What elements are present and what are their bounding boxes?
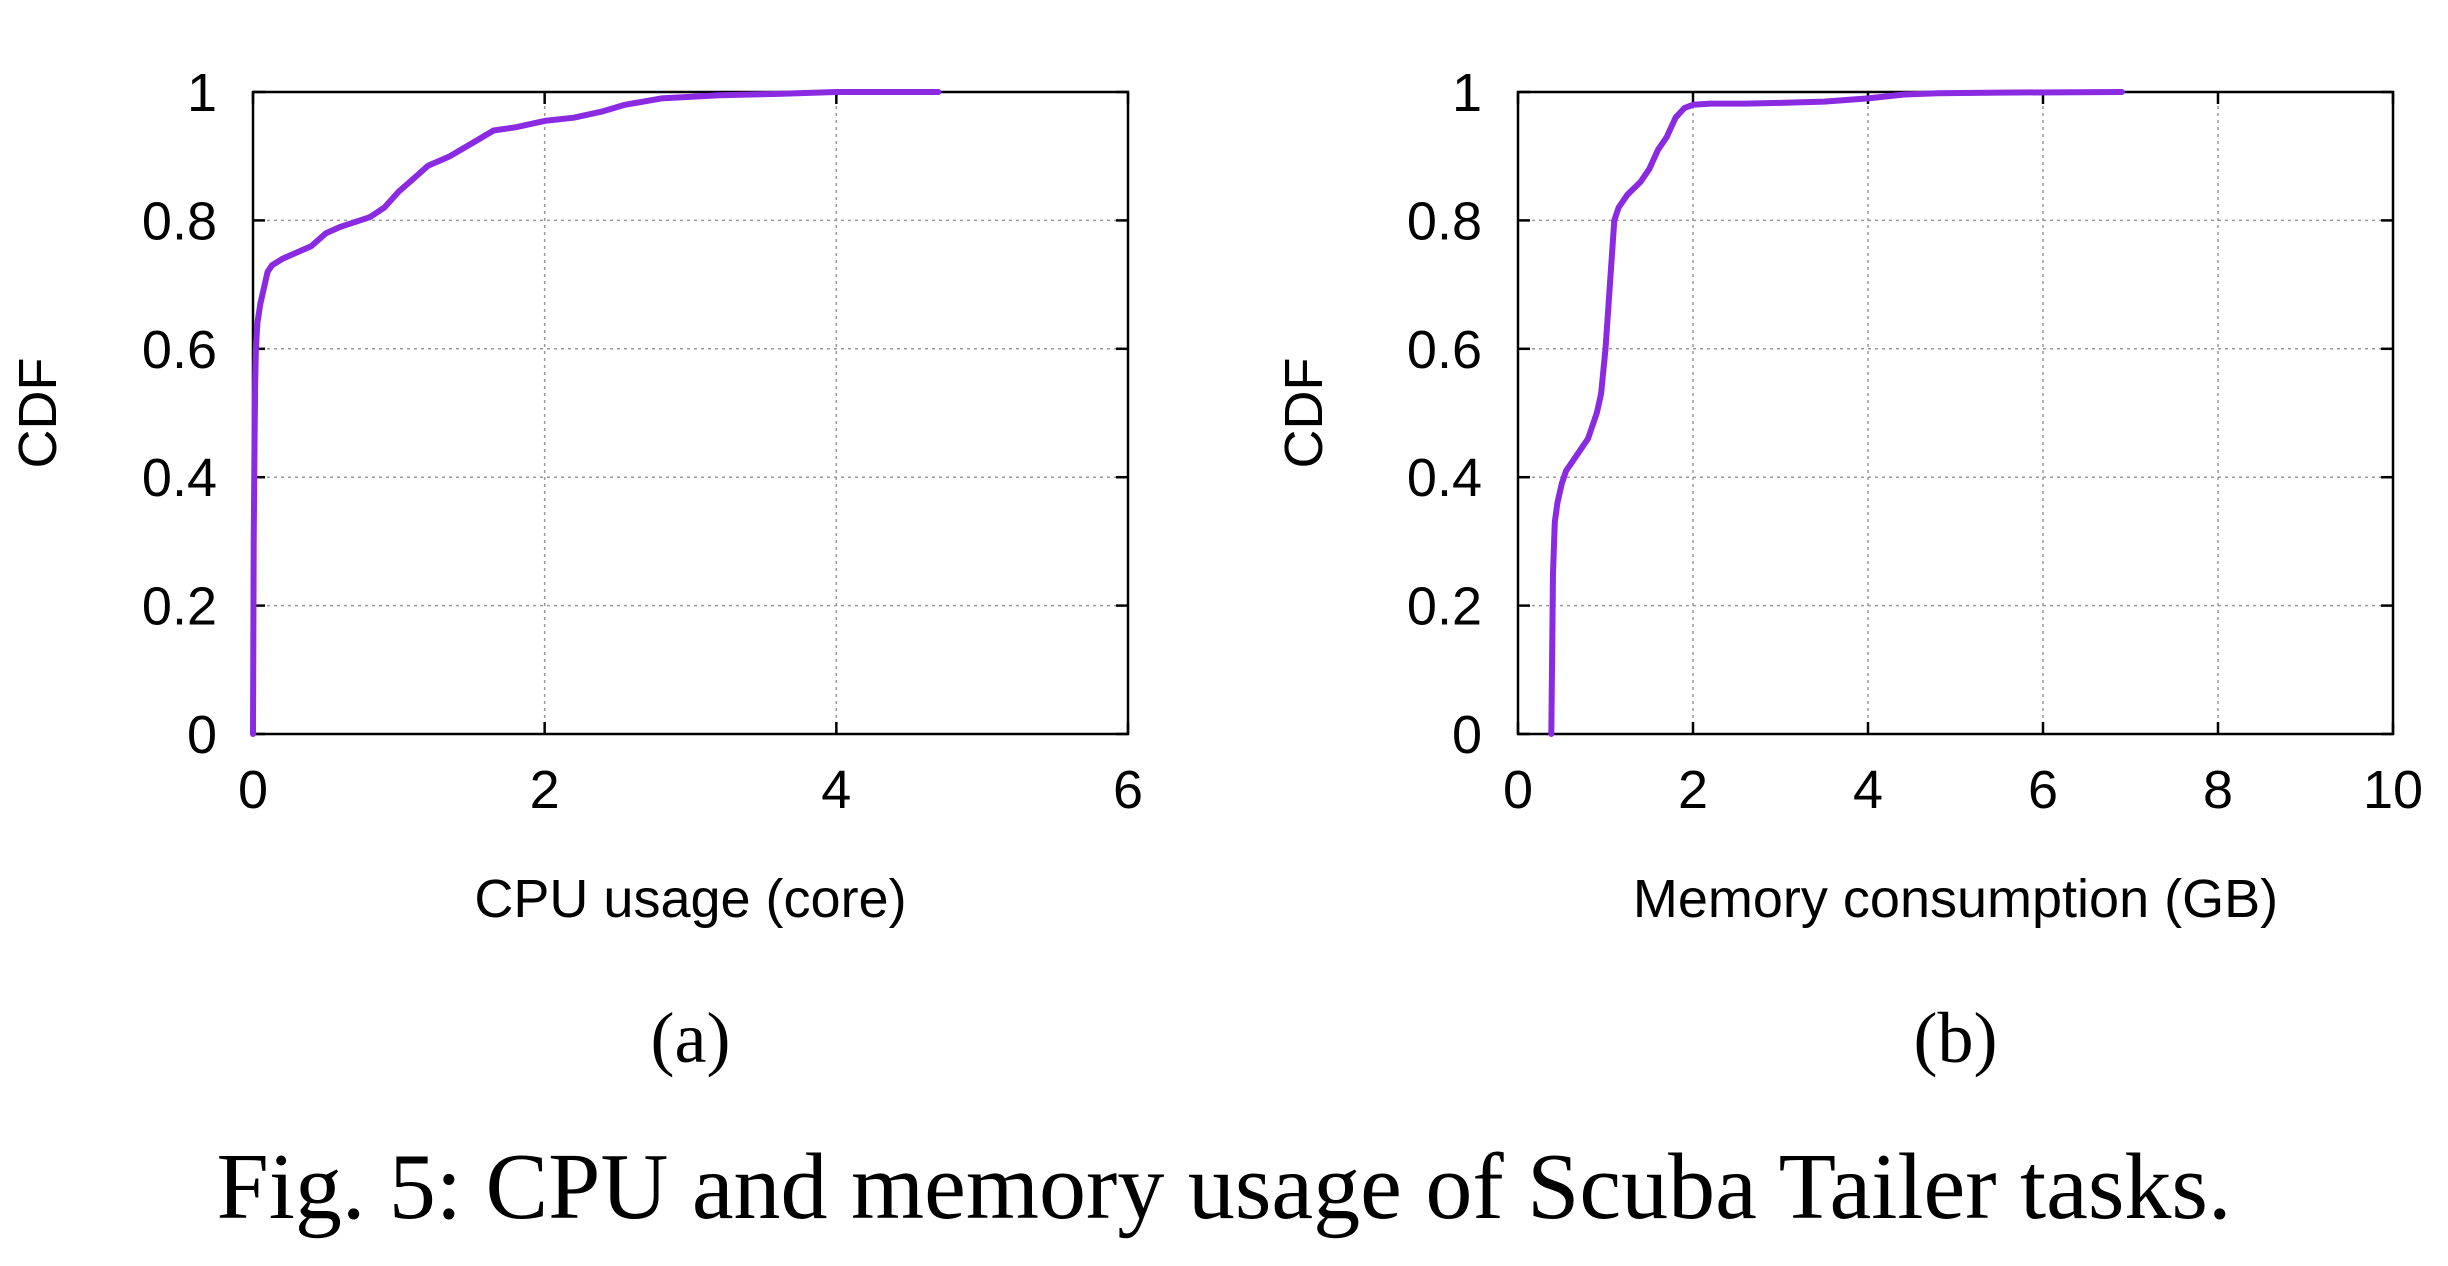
y-tick-label: 0.8 [1407,191,1482,251]
y-tick-label: 1 [1452,63,1482,123]
x-tick-label: 0 [1503,760,1533,820]
x-tick-label: 2 [530,760,560,820]
x-tick-label: 2 [1678,760,1708,820]
y-axis-title: CDF [1274,358,1334,469]
x-tick-label: 8 [2203,760,2233,820]
x-tick-label: 4 [1853,760,1883,820]
x-tick-label: 4 [821,760,851,820]
y-tick-label: 0.4 [1407,448,1482,508]
series-line-0 [1548,89,2125,737]
figure-caption: Fig. 5: CPU and memory usage of Scuba Ta… [216,1135,2231,1239]
sub-caption: (b) [1914,998,1998,1078]
y-tick-label: 0.8 [142,191,217,251]
x-axis-title: Memory consumption (GB) [1633,869,2278,929]
y-tick-label: 0.4 [142,448,217,508]
y-tick-label: 0.2 [1407,577,1482,637]
x-tick-label: 0 [238,760,268,820]
series-line-0 [250,89,942,737]
y-tick-label: 0 [187,705,217,765]
x-axis-title: CPU usage (core) [474,869,906,929]
x-tick-label: 10 [2363,760,2423,820]
plot-frame [1516,90,2395,736]
y-tick-label: 0 [1452,705,1482,765]
y-tick-label: 0.6 [1407,320,1482,380]
y-tick-label: 0.2 [142,577,217,637]
x-tick-label: 6 [1113,760,1143,820]
y-tick-label: 0.6 [142,320,217,380]
plot-frame [251,90,1130,736]
chart-b-memory-consumption-cdf: 0 2 4 6 8 10 0 0.2 0.4 0.6 0.8 1 Memory consumption … [1274,63,2423,1078]
chart-a-cpu-usage-cdf: 0 2 4 6 0 0.2 0.4 0.6 0.8 1 CPU usage (core) CDF (a) [8,63,1143,1078]
sub-caption: (a) [651,998,731,1078]
x-tick-label: 6 [2028,760,2058,820]
y-axis-title: CDF [8,358,68,469]
y-tick-label: 1 [187,63,217,123]
